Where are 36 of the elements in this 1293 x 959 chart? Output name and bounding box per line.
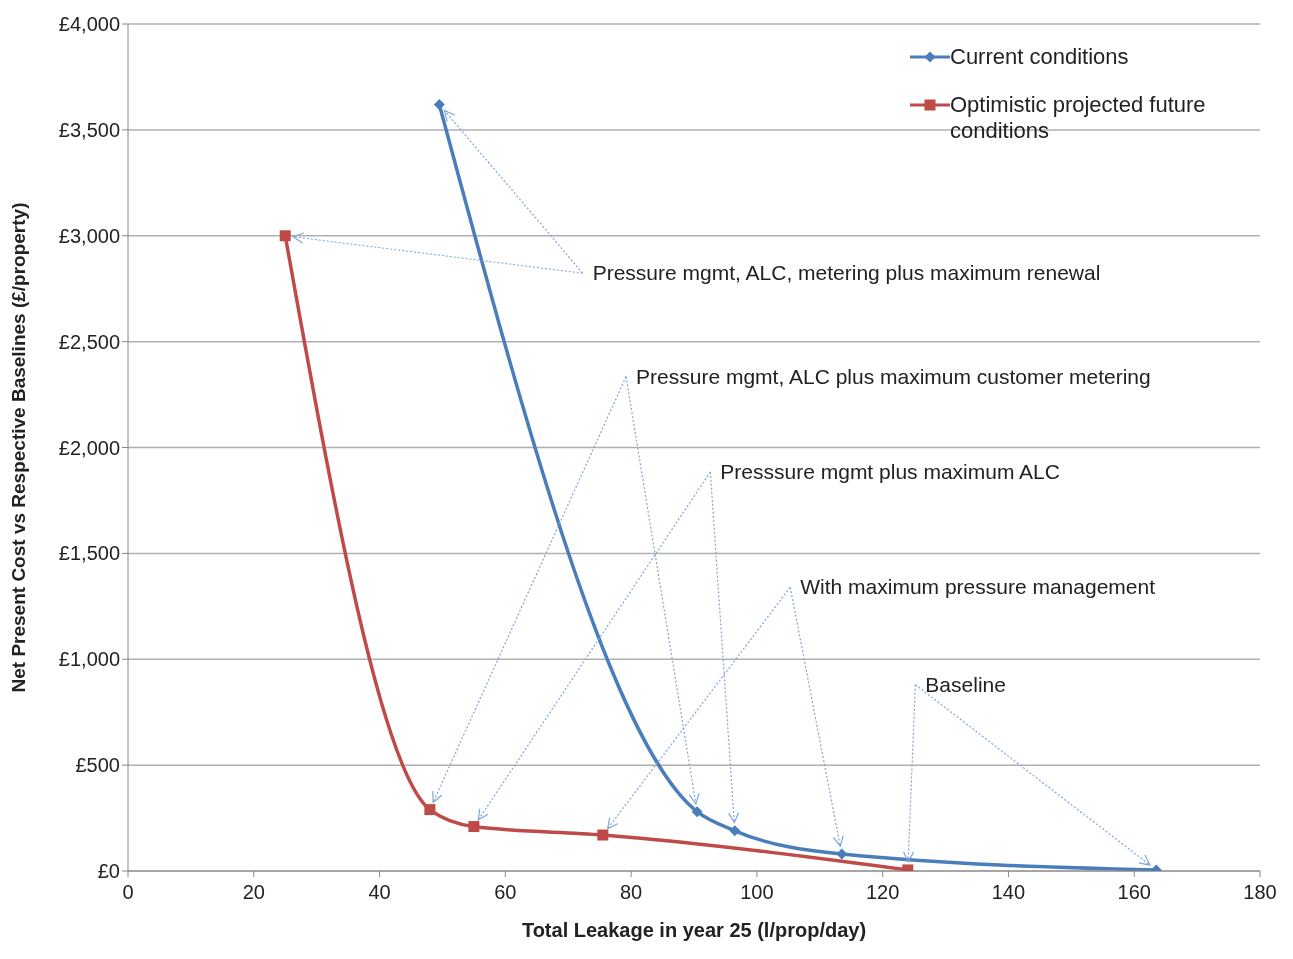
y-tick-label: £2,500 xyxy=(58,330,120,353)
y-tick-label: £2,000 xyxy=(58,436,120,459)
x-tick-label: 180 xyxy=(1243,881,1277,904)
y-tick-label: £3,000 xyxy=(58,224,120,247)
point xyxy=(691,806,703,818)
y-tick-label: £0 xyxy=(97,860,120,883)
legend-label: Current conditions xyxy=(950,44,1129,70)
y-tick-label: £3,500 xyxy=(58,118,120,141)
x-tick-label: 120 xyxy=(865,881,900,904)
x-tick-label: 80 xyxy=(619,881,643,904)
annotation: Baseline xyxy=(925,672,1006,696)
x-axis-title: Total Leakage in year 25 (l/prop/day) xyxy=(521,919,867,941)
point xyxy=(597,829,609,841)
y-tick-label: £500 xyxy=(75,754,120,777)
y-axis-title: Net Present Cost vs Respective Baselines (£/property) xyxy=(7,202,29,693)
annotation: Pressure mgmt, ALC plus maximum customer metering xyxy=(636,364,1151,388)
y-tick-label: £1,000 xyxy=(58,648,120,671)
point xyxy=(433,98,445,110)
point xyxy=(729,825,741,837)
x-tick-label: 60 xyxy=(494,881,517,904)
y-tick-label: £1,500 xyxy=(58,542,120,565)
point xyxy=(424,804,436,816)
x-tick-label: 40 xyxy=(368,881,391,904)
y-tick-label: £4,000 xyxy=(58,13,120,36)
annotation: Presssure mgmt plus maximum ALC xyxy=(720,459,1060,483)
point xyxy=(468,821,480,833)
annotation: Pressure mgmt, ALC, metering plus maximum renewal xyxy=(592,261,1101,285)
x-tick-label: 20 xyxy=(242,881,265,904)
x-tick-label: 100 xyxy=(740,881,774,904)
annotation: With maximum pressure management xyxy=(800,575,1156,599)
x-tick-label: 160 xyxy=(1117,881,1151,904)
point xyxy=(279,230,291,242)
x-tick-label: 140 xyxy=(991,881,1026,904)
point xyxy=(836,848,848,860)
x-tick-label: 0 xyxy=(122,881,134,904)
legend-label: Optimistic projected future conditions xyxy=(950,92,1207,144)
